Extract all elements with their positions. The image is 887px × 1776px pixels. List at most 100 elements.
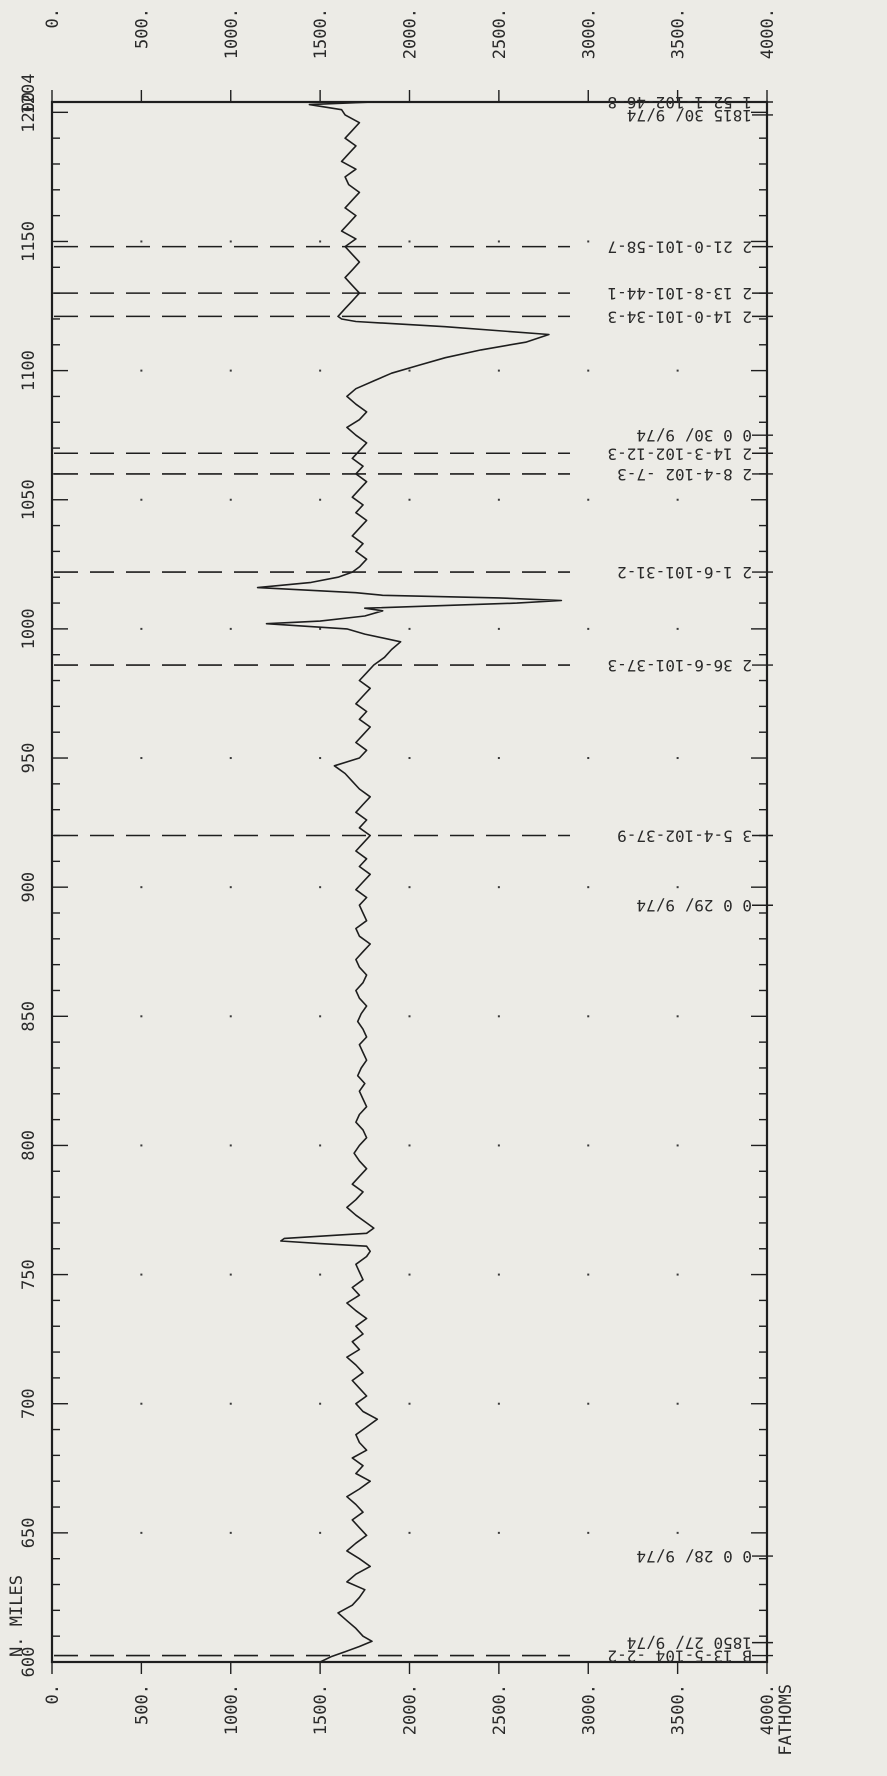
grid-dot bbox=[229, 498, 232, 501]
grid-dot bbox=[497, 627, 500, 630]
grid-dot bbox=[676, 1531, 679, 1534]
grid-dot bbox=[229, 1273, 232, 1276]
x-axis-ticks bbox=[52, 111, 68, 1663]
grid-dot bbox=[676, 1273, 679, 1276]
grid-dot bbox=[497, 1531, 500, 1534]
grid-dot bbox=[229, 1531, 232, 1534]
annotation-label: 1850 27/ 9/74 bbox=[627, 1634, 752, 1653]
grid-dot bbox=[408, 240, 411, 243]
grid-dot bbox=[319, 1531, 322, 1534]
annotation-label: 1 52-1-102-46-8 bbox=[608, 93, 753, 112]
y-tick-label-bottom: 4000. bbox=[758, 1684, 778, 1735]
annotation-label: 0 0 28/ 9/74 bbox=[636, 1547, 752, 1566]
annotation-label: 2 36-6-101-37-3 bbox=[608, 656, 753, 675]
y-tick-labels-bottom: 0. 500. 1000. 1500. 2000. 2500. 3000. 3500. 4000… bbox=[43, 1684, 778, 1735]
y-tick-label-bottom: 2500. bbox=[490, 1684, 510, 1735]
grid-dot bbox=[140, 886, 143, 889]
grid-dot bbox=[229, 1144, 232, 1147]
y-tick-labels-top: 0. 500. 1000. 1500. 2000. 2500. 3000. 3500. 4000… bbox=[43, 8, 778, 59]
x-tick-label: 650 bbox=[19, 1518, 39, 1549]
x-tick-label: 1100 bbox=[19, 350, 39, 391]
grid-dot bbox=[229, 369, 232, 372]
x-tick-label: 1050 bbox=[19, 479, 39, 520]
annotation-label: 1815 30/ 9/74 bbox=[627, 106, 752, 125]
grid-dot bbox=[676, 1015, 679, 1018]
grid-dot bbox=[140, 1015, 143, 1018]
x-axis-title: N. MILES bbox=[7, 1575, 27, 1657]
grid-dot bbox=[140, 627, 143, 630]
grid-dot bbox=[676, 240, 679, 243]
y-tick-label-bottom: 2000. bbox=[401, 1684, 421, 1735]
grid-dot bbox=[497, 369, 500, 372]
x-tick-label: 1000 bbox=[19, 608, 39, 649]
grid-dot bbox=[587, 1531, 590, 1534]
grid-dot bbox=[497, 1273, 500, 1276]
x-tick-labels: 600 650 700 750 800 850 900 950 1000 1050 1100 1150… bbox=[19, 92, 39, 1678]
annotation-label: 2 8-4-102 -7-3 bbox=[617, 465, 752, 484]
x-tick-label: 850 bbox=[19, 1001, 39, 1032]
annotation-label: 2 21-0-101-58-7 bbox=[608, 238, 753, 257]
x-tick-label: 1150 bbox=[19, 221, 39, 262]
y-tick-label-bottom: 1000. bbox=[222, 1684, 242, 1735]
y-tick-label-top: 1000. bbox=[222, 8, 242, 59]
grid-dot bbox=[319, 1273, 322, 1276]
grid-dot bbox=[319, 498, 322, 501]
x-end-tick-label: 1204 bbox=[19, 74, 39, 115]
grid-dot bbox=[319, 1015, 322, 1018]
grid-dot bbox=[587, 1015, 590, 1018]
grid-dot bbox=[229, 886, 232, 889]
y-tick-label-top: 4000. bbox=[758, 8, 778, 59]
grid-dot bbox=[229, 757, 232, 760]
annotation-label: 0 0 29/ 9/74 bbox=[636, 896, 752, 915]
annotation-label: 2 1-6-101-31-2 bbox=[617, 563, 752, 582]
y-tick-label-bottom: 500. bbox=[132, 1684, 152, 1725]
y-tick-label-top: 2000. bbox=[401, 8, 421, 59]
grid-dot bbox=[319, 886, 322, 889]
grid-dot bbox=[140, 757, 143, 760]
grid-dot bbox=[408, 498, 411, 501]
grid-dot bbox=[319, 757, 322, 760]
grid-dot bbox=[319, 1402, 322, 1405]
grid-dot bbox=[587, 1402, 590, 1405]
grid-dot bbox=[140, 1273, 143, 1276]
grid-dot bbox=[319, 1144, 322, 1147]
grid-dot bbox=[140, 1144, 143, 1147]
grid-dot bbox=[408, 1273, 411, 1276]
y-tick-label-top: 3000. bbox=[579, 8, 599, 59]
grid-dot bbox=[676, 886, 679, 889]
y-tick-label-top: 3500. bbox=[669, 8, 689, 59]
right-frame-ticks bbox=[751, 111, 767, 1663]
grid-dot bbox=[587, 627, 590, 630]
annotation-label: 2 13-8-101-44-1 bbox=[608, 284, 753, 303]
y-tick-label-bottom: 1500. bbox=[311, 1684, 331, 1735]
grid-dot bbox=[140, 1531, 143, 1534]
grid-dot bbox=[140, 369, 143, 372]
grid-dot bbox=[408, 1015, 411, 1018]
grid-dot bbox=[676, 757, 679, 760]
grid-dot bbox=[408, 1144, 411, 1147]
grid-dot bbox=[676, 1144, 679, 1147]
grid-dot bbox=[140, 1402, 143, 1405]
grid-dot bbox=[497, 240, 500, 243]
y-tick-label-top: 500. bbox=[132, 8, 152, 49]
grid-dot bbox=[676, 369, 679, 372]
grid-dot bbox=[408, 757, 411, 760]
annotation-label: 0 0 30/ 9/74 bbox=[636, 426, 752, 445]
grid-dot bbox=[497, 1144, 500, 1147]
y-tick-label-top: 0. bbox=[43, 8, 63, 28]
y-axis-ticks bbox=[51, 90, 768, 1674]
x-tick-label: 800 bbox=[19, 1130, 39, 1161]
grid-dot bbox=[497, 886, 500, 889]
grid-dot bbox=[497, 1402, 500, 1405]
grid-dot bbox=[408, 1402, 411, 1405]
grid-dot bbox=[587, 240, 590, 243]
grid-dot bbox=[319, 240, 322, 243]
depth-profile-line bbox=[256, 101, 563, 1663]
y-axis-title: FATHOMS bbox=[776, 1684, 796, 1756]
grid-dot bbox=[229, 1402, 232, 1405]
track-lines bbox=[54, 101, 773, 1657]
y-tick-label-bottom: 0. bbox=[43, 1684, 63, 1704]
y-tick-label-top: 1500. bbox=[311, 8, 331, 59]
grid-dot bbox=[408, 1531, 411, 1534]
